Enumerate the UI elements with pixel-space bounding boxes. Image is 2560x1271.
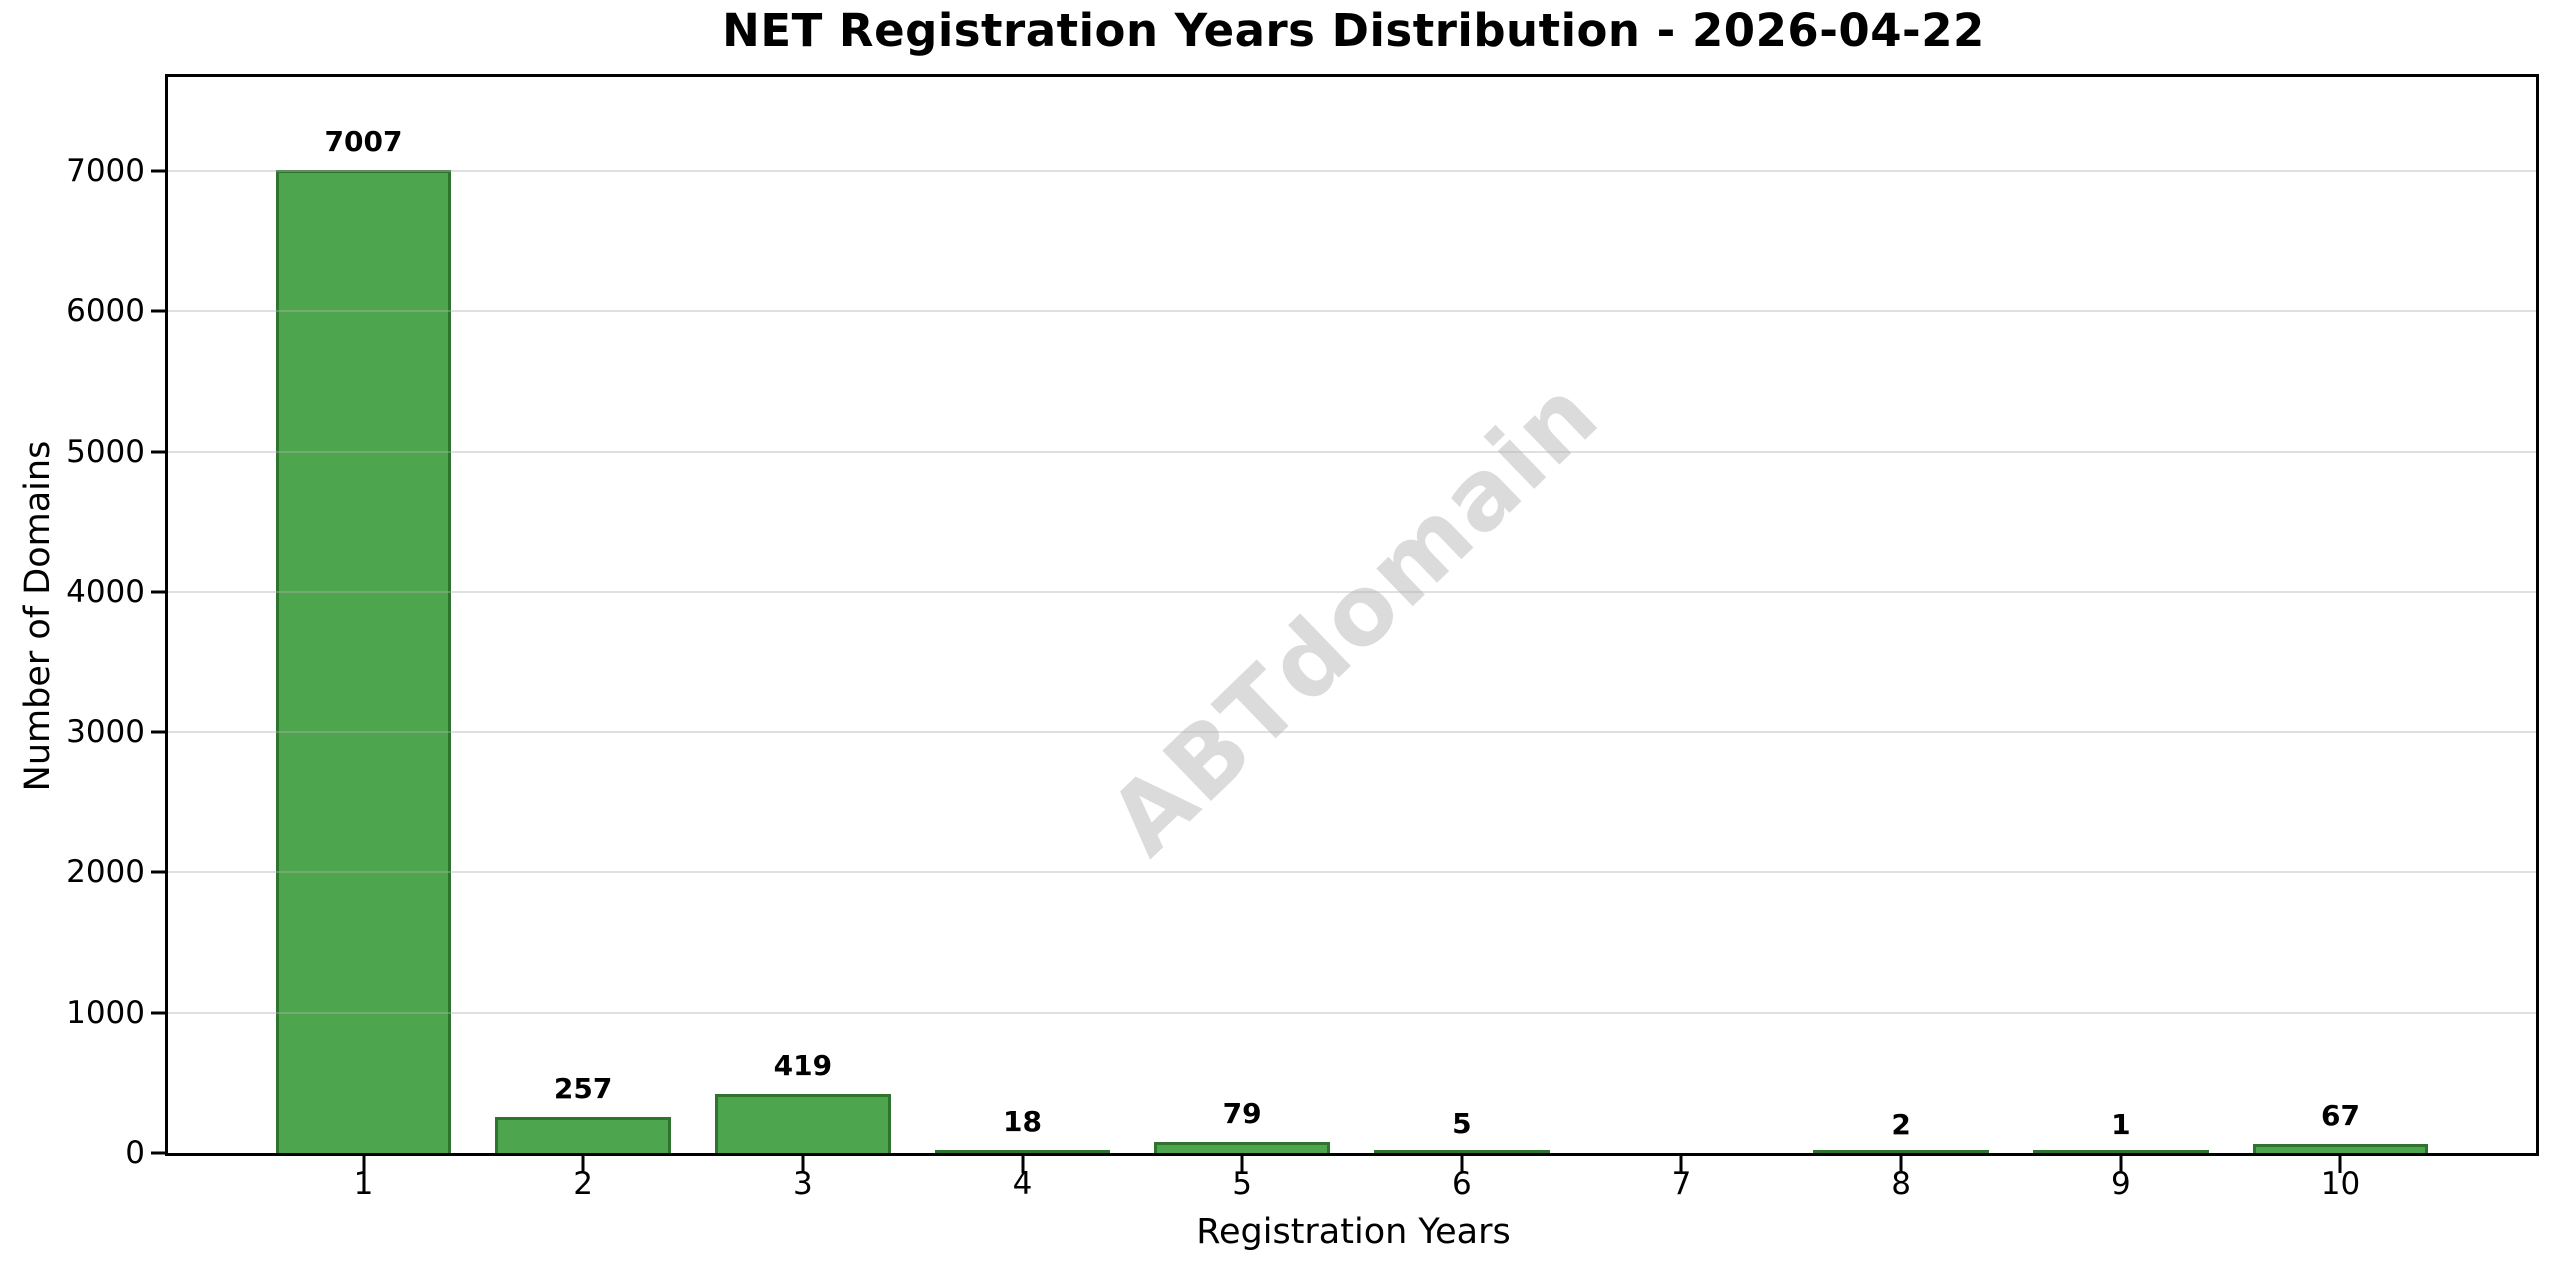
- gridline: [168, 170, 2536, 172]
- gridline: [168, 450, 2536, 453]
- x-tick-label: 10: [2320, 1166, 2361, 1202]
- y-tick-mark: [151, 450, 168, 454]
- chart-title: NET Registration Years Distribution - 20…: [722, 4, 1985, 57]
- y-tick-mark: [151, 730, 168, 734]
- y-tick-mark: [151, 1151, 168, 1155]
- x-tick-mark: [581, 1156, 585, 1173]
- bar: [1813, 1150, 1990, 1153]
- bar-value-label: 67: [2321, 1098, 2360, 1132]
- y-tick-mark: [151, 309, 168, 313]
- x-tick-label: 2: [573, 1166, 594, 1202]
- x-tick-label: 5: [1232, 1166, 1253, 1202]
- gridline: [168, 871, 2536, 874]
- y-tick-mark: [151, 169, 168, 173]
- x-tick-label: 7: [1671, 1166, 1692, 1202]
- gridline: [168, 1011, 2536, 1014]
- x-tick-mark: [2338, 1156, 2342, 1173]
- bar: [1154, 1141, 1331, 1153]
- y-tick-label: 7000: [66, 152, 145, 189]
- y-tick-label: 4000: [66, 573, 145, 610]
- x-tick-mark: [1460, 1156, 1464, 1173]
- plot-area: 7007 257 419 18 79 5 2 1 67: [165, 74, 2539, 1156]
- bar-value-label: 257: [553, 1071, 613, 1105]
- gridline: [168, 590, 2536, 593]
- x-tick-mark: [1679, 1156, 1683, 1173]
- x-tick-mark: [362, 1156, 365, 1173]
- x-tick-label: 3: [792, 1166, 813, 1202]
- x-tick-mark: [1021, 1156, 1024, 1173]
- bar: [714, 1094, 891, 1153]
- x-tick-label: 4: [1012, 1166, 1033, 1202]
- y-tick-mark: [151, 870, 168, 874]
- x-tick-label: 1: [353, 1166, 374, 1202]
- y-tick-label: 5000: [66, 433, 145, 470]
- gridline: [168, 310, 2536, 313]
- y-tick-label: 1000: [66, 994, 145, 1031]
- x-tick-mark: [2119, 1156, 2123, 1173]
- y-tick-label: 0: [125, 1135, 145, 1171]
- bar: [1373, 1150, 1550, 1153]
- x-tick-mark: [1240, 1156, 1244, 1173]
- bar-value-label: 419: [773, 1049, 833, 1083]
- y-tick-mark: [151, 1011, 168, 1015]
- bar-value-label: 79: [1222, 1096, 1262, 1130]
- bar-value-label: 18: [1003, 1105, 1042, 1139]
- y-tick-label: 6000: [66, 293, 145, 330]
- y-tick-mark: [151, 590, 168, 594]
- y-tick-label: 3000: [66, 714, 145, 751]
- bar-value-label: 7007: [324, 125, 403, 159]
- x-axis-label: Registration Years: [1196, 1212, 1511, 1252]
- bar: [495, 1116, 672, 1153]
- bar: [934, 1150, 1111, 1153]
- x-tick-mark: [801, 1156, 805, 1173]
- bar-value-label: 2: [1891, 1107, 1911, 1141]
- x-tick-mark: [1899, 1156, 1903, 1173]
- bar-value-label: 5: [1452, 1107, 1472, 1141]
- bar-value-label: 1: [2111, 1107, 2131, 1141]
- bar: [2252, 1143, 2429, 1153]
- y-tick-label: 2000: [66, 854, 145, 891]
- gridline: [168, 731, 2536, 734]
- x-tick-label: 9: [2110, 1166, 2131, 1202]
- bar: [2032, 1150, 2209, 1153]
- x-tick-label: 8: [1891, 1166, 1912, 1202]
- bar: [275, 170, 452, 1153]
- x-tick-label: 6: [1451, 1166, 1472, 1202]
